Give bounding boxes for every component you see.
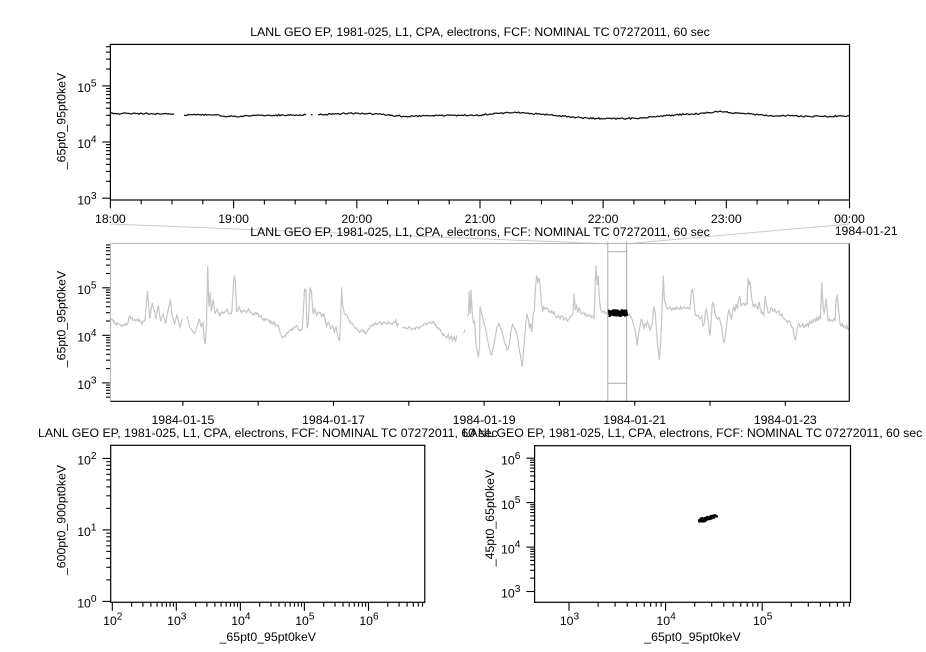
- svg-text:1984-01-15: 1984-01-15: [151, 413, 214, 427]
- svg-text:1984-01-19: 1984-01-19: [453, 413, 516, 427]
- svg-text:LANL GEO EP, 1981-025, L1, CPA: LANL GEO EP, 1981-025, L1, CPA, electron…: [250, 225, 710, 239]
- svg-text:_65pt0_95pt0keV: _65pt0_95pt0keV: [55, 270, 69, 368]
- svg-text:LANL GEO EP, 1981-025, L1, CPA: LANL GEO EP, 1981-025, L1, CPA, electron…: [250, 25, 710, 39]
- svg-text:22:00: 22:00: [588, 212, 619, 226]
- svg-text:_600pt0_900pt0keV: _600pt0_900pt0keV: [55, 464, 69, 576]
- svg-text:_65pt0_95pt0keV: _65pt0_95pt0keV: [219, 630, 317, 644]
- svg-text:19:00: 19:00: [218, 212, 249, 226]
- svg-text:1984-01-21: 1984-01-21: [835, 224, 898, 238]
- svg-text:_65pt0_95pt0keV: _65pt0_95pt0keV: [55, 72, 69, 170]
- svg-text:LANL GEO EP, 1981-025, L1, CPA: LANL GEO EP, 1981-025, L1, CPA, electron…: [38, 426, 498, 440]
- svg-text:20:00: 20:00: [341, 212, 372, 226]
- svg-text:1984-01-21: 1984-01-21: [603, 413, 666, 427]
- svg-text:LANL GEO EP, 1981-025, L1, CPA: LANL GEO EP, 1981-025, L1, CPA, electron…: [463, 426, 923, 440]
- svg-text:1984-01-17: 1984-01-17: [302, 413, 365, 427]
- svg-text:18:00: 18:00: [95, 212, 126, 226]
- svg-text:23:00: 23:00: [711, 212, 742, 226]
- svg-text:00:00: 00:00: [834, 212, 865, 226]
- svg-text:21:00: 21:00: [465, 212, 496, 226]
- svg-text:_65pt0_95pt0keV: _65pt0_95pt0keV: [643, 630, 741, 644]
- svg-text:1984-01-23: 1984-01-23: [754, 413, 817, 427]
- svg-text:_45pt0_65pt0keV: _45pt0_65pt0keV: [483, 469, 497, 567]
